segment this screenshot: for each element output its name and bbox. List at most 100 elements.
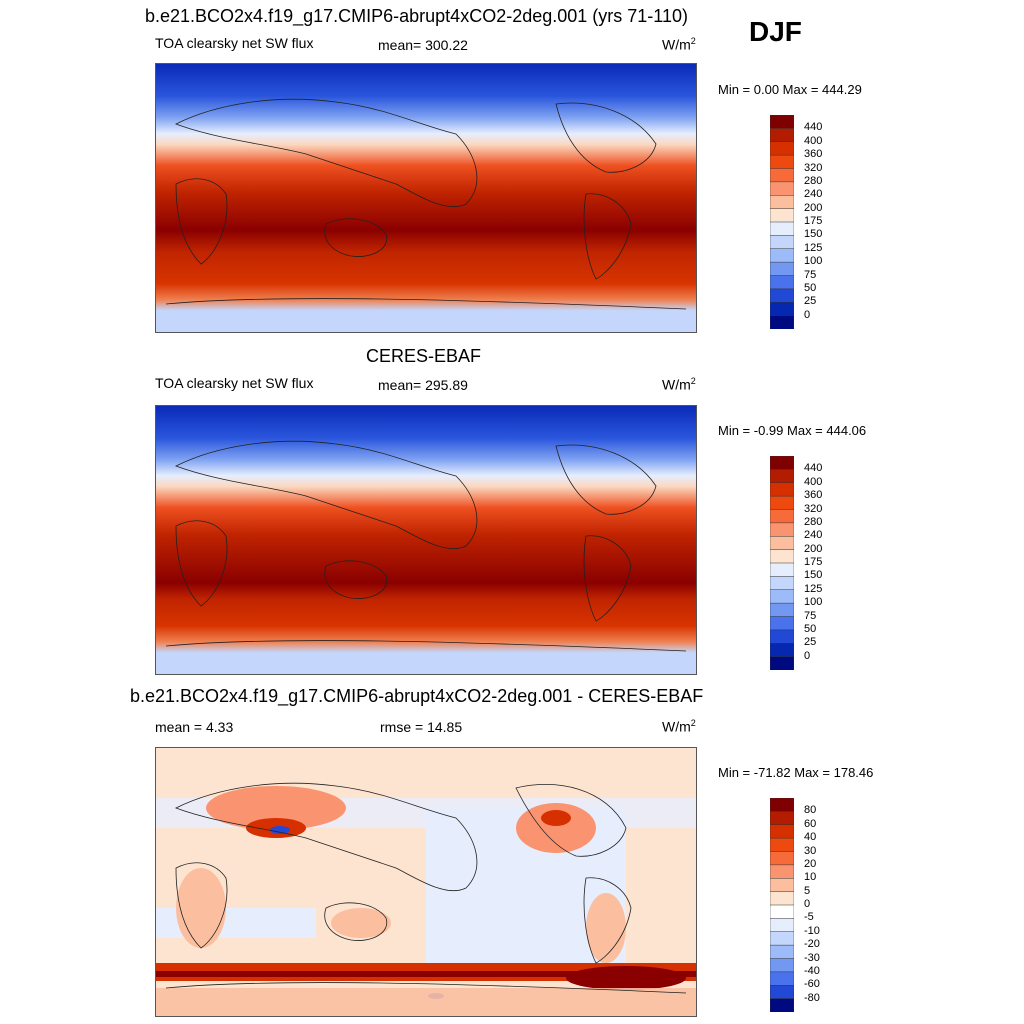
colorbar-swatch <box>770 221 794 237</box>
panel2-units: W/m2 <box>662 376 696 393</box>
colorbar-tick-label: 50 <box>804 622 817 635</box>
colorbar-swatch <box>770 469 794 484</box>
panel1-variable-label: TOA clearsky net SW flux <box>155 35 314 51</box>
colorbar-swatch <box>770 971 794 986</box>
panel1-mean-label: mean= 300.22 <box>378 37 468 53</box>
colorbar-tick-label: 100 <box>804 255 823 268</box>
colorbar-tick-label: 25 <box>804 636 817 649</box>
colorbar-tick-label: -10 <box>804 924 820 937</box>
colorbar-tick-label: 240 <box>804 529 823 542</box>
panel1-minmax: Min = 0.00 Max = 444.29 <box>718 82 862 97</box>
colorbar-swatch <box>770 798 794 813</box>
colorbar-tick-label: 75 <box>804 268 817 281</box>
colorbar-swatch <box>770 168 794 183</box>
colorbar-swatch <box>770 495 794 511</box>
colorbar-tick-label: 60 <box>804 817 817 830</box>
panel1-map <box>155 63 697 333</box>
colorbar-swatch <box>770 208 794 223</box>
panel2-colorbar <box>770 456 794 670</box>
panel3-colorbar <box>770 798 794 1012</box>
colorbar-swatch <box>770 302 794 317</box>
panel1-units-sup: 2 <box>690 36 696 46</box>
colorbar-swatch <box>770 261 794 277</box>
panel2-units-sup: 2 <box>690 376 696 386</box>
panel1-coastlines <box>165 98 687 310</box>
colorbar-swatch <box>770 891 794 906</box>
colorbar-swatch <box>770 824 794 839</box>
panel2-map <box>155 405 697 675</box>
colorbar-tick-label: 30 <box>804 844 817 857</box>
colorbar-tick-label: 440 <box>804 121 823 134</box>
panel1-units-text: W/m <box>662 36 691 53</box>
colorbar-tick-label: 360 <box>804 489 823 502</box>
colorbar-swatch <box>770 522 794 537</box>
colorbar-tick-label: 0 <box>804 649 811 662</box>
panel2-field <box>156 406 696 674</box>
colorbar-swatch <box>770 602 794 618</box>
panel2-title: CERES-EBAF <box>366 346 482 366</box>
panel3-title: b.e21.BCO2x4.f19_g17.CMIP6-abrupt4xCO2-2… <box>130 686 704 706</box>
panel1-colorbar <box>770 115 794 329</box>
panel1-field <box>156 64 696 332</box>
colorbar-swatch <box>770 509 794 524</box>
colorbar-swatch <box>770 985 794 1000</box>
colorbar-swatch <box>770 629 794 644</box>
colorbar-swatch <box>770 275 794 290</box>
panel3-map <box>155 747 697 1017</box>
panel1-units: W/m2 <box>662 36 696 53</box>
colorbar-swatch <box>770 643 794 658</box>
colorbar-tick-label: -5 <box>804 911 814 924</box>
colorbar-swatch <box>770 851 794 866</box>
colorbar-swatch <box>770 195 794 210</box>
colorbar-swatch <box>770 958 794 973</box>
colorbar-swatch <box>770 482 794 497</box>
panel3-units-sup: 2 <box>690 718 696 728</box>
panel2-mean-label: mean= 295.89 <box>378 377 468 393</box>
colorbar-tick-label: 440 <box>804 462 823 475</box>
panel1-title: b.e21.BCO2x4.f19_g17.CMIP6-abrupt4xCO2-2… <box>145 6 688 26</box>
colorbar-tick-label: 5 <box>804 884 811 897</box>
colorbar-swatch <box>770 536 794 551</box>
colorbar-tick-label: 150 <box>804 569 823 582</box>
panel2-minmax: Min = -0.99 Max = 444.06 <box>718 423 867 438</box>
colorbar-swatch <box>770 315 794 329</box>
colorbar-tick-label: -20 <box>804 938 820 951</box>
colorbar-tick-label: 200 <box>804 542 823 555</box>
colorbar-tick-label: -30 <box>804 951 820 964</box>
panel3-units-text: W/m <box>662 718 691 735</box>
panel3-anomalies <box>156 786 696 1016</box>
colorbar-swatch <box>770 456 794 471</box>
panel2-coastlines <box>165 440 687 652</box>
colorbar-tick-label: -60 <box>804 978 820 991</box>
panel2-units-text: W/m <box>662 376 691 393</box>
colorbar-tick-label: 10 <box>804 871 817 884</box>
colorbar-swatch <box>770 864 794 879</box>
colorbar-swatch <box>770 288 794 303</box>
colorbar-swatch <box>770 141 794 156</box>
colorbar-tick-label: 200 <box>804 201 823 214</box>
colorbar-swatch <box>770 944 794 960</box>
panel2-variable-label: TOA clearsky net SW flux <box>155 375 314 391</box>
colorbar-swatch <box>770 656 794 670</box>
colorbar-swatch <box>770 115 794 130</box>
colorbar-swatch <box>770 154 794 170</box>
colorbar-tick-label: 360 <box>804 148 823 161</box>
colorbar-tick-label: 75 <box>804 609 817 622</box>
colorbar-swatch <box>770 998 794 1012</box>
colorbar-swatch <box>770 181 794 196</box>
colorbar-tick-label: 150 <box>804 228 823 241</box>
panel3-coastlines <box>165 782 687 994</box>
colorbar-swatch <box>770 576 794 591</box>
colorbar-swatch <box>770 589 794 604</box>
colorbar-swatch <box>770 878 794 893</box>
colorbar-tick-label: -80 <box>804 991 820 1004</box>
colorbar-tick-label: 320 <box>804 502 823 515</box>
colorbar-tick-label: 0 <box>804 308 811 321</box>
colorbar-tick-label: 125 <box>804 241 823 254</box>
colorbar-swatch <box>770 128 794 143</box>
panel3-units: W/m2 <box>662 718 696 735</box>
colorbar-tick-label: 100 <box>804 596 823 609</box>
colorbar-tick-label: 0 <box>804 898 811 910</box>
colorbar-tick-label: 400 <box>804 475 823 488</box>
colorbar-tick-label: 175 <box>804 215 823 227</box>
